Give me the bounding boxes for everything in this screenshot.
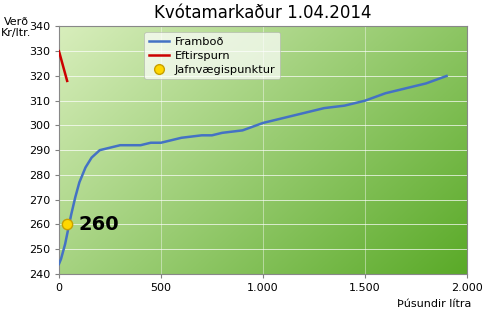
X-axis label: Þúsundir lítra: Þúsundir lítra [397, 299, 471, 309]
Point [63, 222, 71, 227]
Title: Kvótamarkaður 1.04.2014: Kvótamarkaður 1.04.2014 [154, 4, 372, 22]
Legend: Framboð, Eftirspurn, Jafnvægispunktur: Framboð, Eftirspurn, Jafnvægispunktur [144, 32, 281, 79]
Y-axis label: Verð
Kr/ltr.: Verð Kr/ltr. [1, 17, 31, 38]
Text: 260: 260 [78, 215, 119, 234]
